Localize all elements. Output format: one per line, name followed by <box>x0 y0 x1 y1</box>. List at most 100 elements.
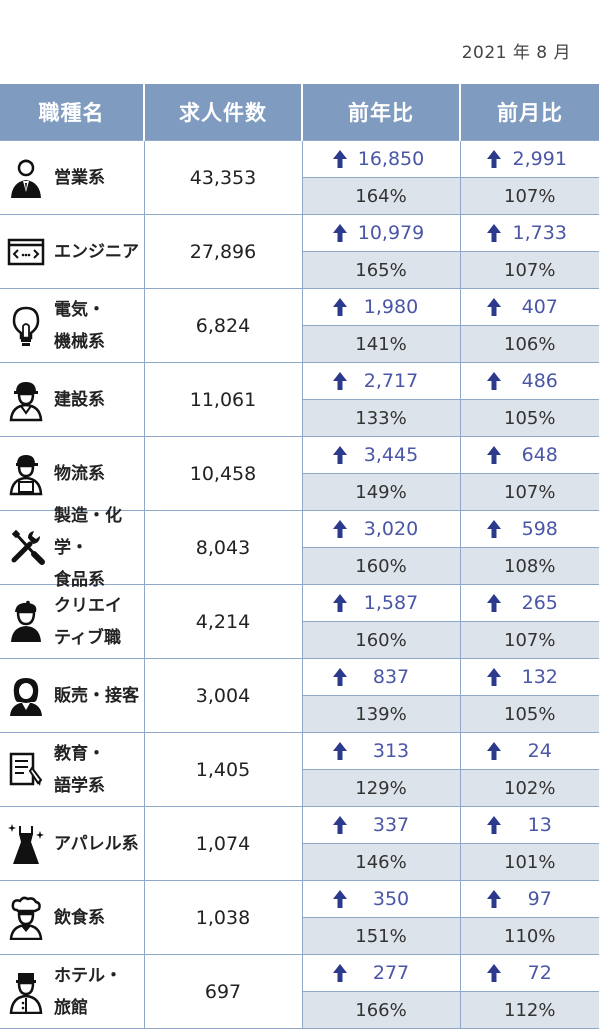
mom-ratio: 107% <box>460 474 599 511</box>
job-count: 10,458 <box>144 437 302 511</box>
mom-ratio: 108% <box>460 548 599 585</box>
yoy-diff-value: 337 <box>353 814 460 836</box>
businessman-icon <box>6 156 46 200</box>
job-count: 43,353 <box>144 141 302 215</box>
mom-increase-cell: 265 <box>460 585 599 622</box>
mom-ratio: 101% <box>460 844 599 881</box>
mom-ratio: 102% <box>460 770 599 807</box>
yoy-ratio: 139% <box>302 696 460 733</box>
job-type-cell: 製造・化学・ 食品系 <box>0 511 144 585</box>
job-type-cell: クリエイ ティブ職 <box>0 585 144 659</box>
job-type-name: 物流系 <box>54 458 105 490</box>
up-arrow-icon <box>333 150 347 168</box>
job-count: 8,043 <box>144 511 302 585</box>
header-job-type: 職種名 <box>0 84 144 141</box>
yoy-ratio: 149% <box>302 474 460 511</box>
sales-staff-icon <box>6 674 46 718</box>
up-arrow-icon <box>333 742 347 760</box>
yoy-increase-cell: 1,980 <box>302 289 460 326</box>
yoy-increase-cell: 2,717 <box>302 363 460 400</box>
job-count: 697 <box>144 955 302 1029</box>
up-arrow-icon <box>333 594 347 612</box>
yoy-increase-cell: 1,587 <box>302 585 460 622</box>
yoy-diff-value: 350 <box>353 888 460 910</box>
yoy-diff-value: 2,717 <box>353 370 460 392</box>
mom-diff-value: 407 <box>507 296 599 318</box>
mom-increase-cell: 407 <box>460 289 599 326</box>
mom-ratio: 107% <box>460 252 599 289</box>
chef-icon <box>6 896 46 940</box>
job-type-name: クリエイ ティブ職 <box>54 590 122 654</box>
mom-ratio: 107% <box>460 622 599 659</box>
up-arrow-icon <box>487 964 501 982</box>
lightbulb-icon <box>6 304 46 348</box>
up-arrow-icon <box>487 298 501 316</box>
up-arrow-icon <box>333 298 347 316</box>
up-arrow-icon <box>487 668 501 686</box>
yoy-ratio: 160% <box>302 622 460 659</box>
job-count: 4,214 <box>144 585 302 659</box>
job-count: 6,824 <box>144 289 302 363</box>
up-arrow-icon <box>487 446 501 464</box>
mom-increase-cell: 97 <box>460 881 599 918</box>
artist-icon <box>6 600 46 644</box>
document-pen-icon <box>6 748 46 792</box>
job-type-cell: エンジニア <box>0 215 144 289</box>
yoy-ratio: 129% <box>302 770 460 807</box>
up-arrow-icon <box>487 224 501 242</box>
dress-icon <box>6 822 46 866</box>
mom-increase-cell: 648 <box>460 437 599 474</box>
up-arrow-icon <box>487 594 501 612</box>
hardhat-worker-icon <box>6 378 46 422</box>
mom-increase-cell: 598 <box>460 511 599 548</box>
mom-diff-value: 648 <box>507 444 599 466</box>
report-month: 2021 年 8 月 <box>462 38 571 63</box>
up-arrow-icon <box>333 224 347 242</box>
mom-diff-value: 1,733 <box>507 222 599 244</box>
mom-ratio: 107% <box>460 178 599 215</box>
up-arrow-icon <box>333 890 347 908</box>
yoy-increase-cell: 10,979 <box>302 215 460 252</box>
job-type-cell: 建設系 <box>0 363 144 437</box>
yoy-ratio: 133% <box>302 400 460 437</box>
job-type-cell: 販売・接客 <box>0 659 144 733</box>
job-type-cell: 教育・ 語学系 <box>0 733 144 807</box>
up-arrow-icon <box>487 742 501 760</box>
mom-increase-cell: 1,733 <box>460 215 599 252</box>
up-arrow-icon <box>487 372 501 390</box>
header-month-over-month: 前月比 <box>460 84 599 141</box>
table-header-row: 職種名 求人件数 前年比 前月比 <box>0 84 599 141</box>
yoy-increase-cell: 350 <box>302 881 460 918</box>
job-type-name: 教育・ 語学系 <box>54 738 105 802</box>
mom-diff-value: 132 <box>507 666 599 688</box>
mom-increase-cell: 24 <box>460 733 599 770</box>
yoy-ratio: 146% <box>302 844 460 881</box>
yoy-diff-value: 3,445 <box>353 444 460 466</box>
job-count: 11,061 <box>144 363 302 437</box>
code-window-icon <box>6 230 46 274</box>
mom-ratio: 105% <box>460 696 599 733</box>
mom-ratio: 105% <box>460 400 599 437</box>
job-type-name: 電気・ 機械系 <box>54 294 105 358</box>
mom-ratio: 110% <box>460 918 599 955</box>
job-type-name: 製造・化学・ 食品系 <box>54 500 144 596</box>
job-type-name: 販売・接客 <box>54 680 139 712</box>
yoy-increase-cell: 3,445 <box>302 437 460 474</box>
yoy-diff-value: 277 <box>353 962 460 984</box>
yoy-ratio: 164% <box>302 178 460 215</box>
mom-increase-cell: 72 <box>460 955 599 992</box>
yoy-diff-value: 1,587 <box>353 592 460 614</box>
job-count: 1,038 <box>144 881 302 955</box>
up-arrow-icon <box>333 446 347 464</box>
job-type-name: 営業系 <box>54 162 105 194</box>
up-arrow-icon <box>487 150 501 168</box>
